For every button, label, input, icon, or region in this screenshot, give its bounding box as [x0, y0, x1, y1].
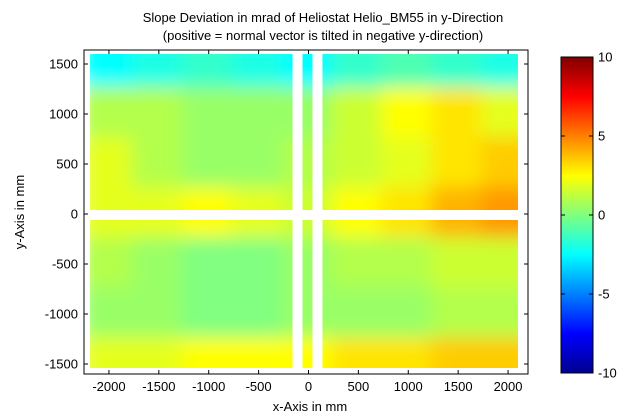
- x-tick-label: -2000: [92, 379, 125, 394]
- colorbar-tick-label: 0: [598, 208, 605, 223]
- heatmap-cell: [181, 137, 236, 191]
- heatmap-cell: [481, 237, 518, 291]
- heatmap-cell: [131, 287, 186, 341]
- x-tick-label: 500: [348, 379, 370, 394]
- heatmap-cell: [281, 287, 336, 341]
- heatmap-cell: [231, 87, 286, 141]
- heatmap-cell: [481, 87, 518, 141]
- colorbar-ticks: 10 5 0 -5 -10: [561, 50, 617, 381]
- heatmap-cell: [231, 287, 286, 341]
- heatmap-surface: [90, 54, 518, 368]
- heatmap-cell: [431, 337, 486, 368]
- heatmap-cell: [481, 54, 518, 91]
- heatmap-cell: [331, 237, 386, 291]
- x-tick-label: 1500: [444, 379, 473, 394]
- x-tick-label: 0: [305, 379, 312, 394]
- heatmap-cell: [431, 54, 486, 91]
- heatmap-cell: [131, 337, 186, 368]
- y-tick-label: 500: [56, 157, 78, 172]
- heatmap-cell: [90, 137, 136, 191]
- plot-frame: [83, 49, 529, 375]
- heatmap-cell: [281, 237, 336, 291]
- heatmap-cell: [281, 137, 336, 191]
- plot-area: [83, 49, 529, 375]
- heatmap-cell: [381, 337, 436, 368]
- heatmap-cell: [281, 337, 336, 368]
- x-tick-label: 1000: [394, 379, 423, 394]
- heatmap-cell: [231, 54, 286, 91]
- heatmap-cell: [481, 287, 518, 341]
- heatmap-cell: [181, 287, 236, 341]
- y-axis-label: y-Axis in mm: [12, 175, 27, 249]
- heatmap-cell: [431, 287, 486, 341]
- colorbar-tick-label: 10: [598, 50, 612, 65]
- heatmap-cell: [281, 54, 336, 91]
- heatmap-cell: [431, 87, 486, 141]
- y-tick-label: 0: [71, 207, 78, 222]
- heatmap-cell: [331, 287, 386, 341]
- colorbar-tick-label: -10: [598, 366, 617, 381]
- heatmap-cell: [381, 237, 436, 291]
- heatmap-cell: [431, 137, 486, 191]
- y-tick-label: -1000: [45, 307, 78, 322]
- heatmap-cell: [381, 87, 436, 141]
- heatmap-cell: [90, 237, 136, 291]
- heatmap-cell: [331, 337, 386, 368]
- heatmap-cell: [181, 237, 236, 291]
- y-tick-label: -1500: [45, 357, 78, 372]
- colorbar-tick-label: -5: [598, 287, 610, 302]
- heatmap-cell: [331, 54, 386, 91]
- colorbar: 10 5 0 -5 -10: [560, 50, 617, 381]
- x-tick-label: -1500: [142, 379, 175, 394]
- y-tick-label: 1000: [49, 107, 78, 122]
- heatmap-cell: [90, 337, 136, 368]
- colorbar-tick-label: 5: [598, 129, 605, 144]
- heatmap-cell: [231, 137, 286, 191]
- heatmap-cell: [90, 87, 136, 141]
- chart-subtitle: (positive = normal vector is tilted in n…: [163, 28, 483, 43]
- x-tick-label: 2000: [494, 379, 523, 394]
- heatmap-cell: [90, 287, 136, 341]
- heatmap-cell: [181, 337, 236, 368]
- heatmap-cell: [281, 87, 336, 141]
- y-tick-label: -500: [52, 257, 78, 272]
- heatmap-cell: [331, 87, 386, 141]
- heatmap-cell: [431, 237, 486, 291]
- facet-gap: [84, 210, 528, 220]
- colorbar-gradient: [560, 56, 594, 374]
- heatmap-cell: [131, 137, 186, 191]
- heatmap-cell: [381, 287, 436, 341]
- x-tick-label: -1000: [192, 379, 225, 394]
- x-tick-label: -500: [246, 379, 272, 394]
- heatmap-cell: [331, 137, 386, 191]
- x-axis-label: x-Axis in mm: [273, 399, 347, 414]
- heatmap-cell: [231, 237, 286, 291]
- heatmap-cell: [181, 54, 236, 91]
- chart-title: Slope Deviation in mrad of Heliostat Hel…: [143, 10, 504, 25]
- heatmap-cell: [90, 54, 136, 91]
- heatmap-cell: [481, 337, 518, 368]
- x-axis: -2000 -1500 -1000 -500 0 500 1000 1500 2000: [92, 50, 523, 394]
- heatmap-cell: [231, 337, 286, 368]
- y-tick-label: 1500: [49, 57, 78, 72]
- heatmap-cell: [381, 137, 436, 191]
- y-axis: 1500 1000 500 0 -500 -1000 -1500: [45, 57, 528, 372]
- heatmap-cell: [181, 87, 236, 141]
- heatmap-cell: [381, 54, 436, 91]
- heatmap-cell: [131, 54, 186, 91]
- heatmap-cell: [481, 137, 518, 191]
- measurement-gaps: [84, 50, 528, 374]
- heatmap-cell: [131, 87, 186, 141]
- heatmap-cell: [131, 237, 186, 291]
